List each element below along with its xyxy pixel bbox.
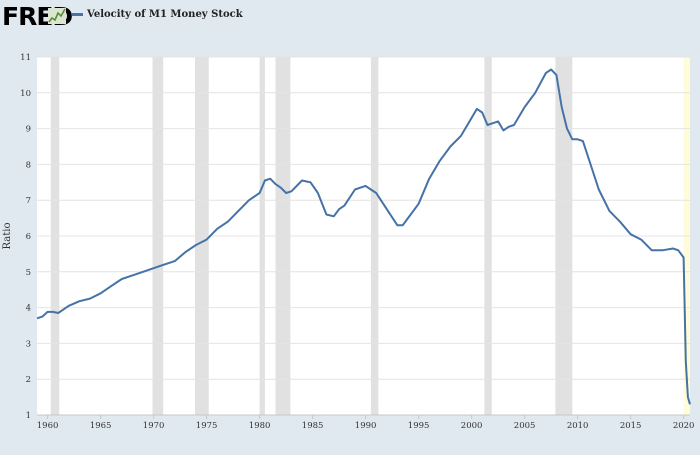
header: FRED Velocity of M1 Money Stock (0, 0, 700, 40)
x-tick-label-1960: 1960 (37, 421, 59, 431)
chart-legend: Velocity of M1 Money Stock (72, 9, 243, 20)
x-tick-label-2010: 2010 (567, 421, 589, 431)
y-tick-label-10: 10 (20, 89, 31, 99)
x-tick-label-1970: 1970 (143, 421, 165, 431)
x-tick-label-2005: 2005 (514, 421, 536, 431)
y-tick-label-1: 1 (26, 411, 31, 421)
axes: 1 2 3 4 5 6 7 8 9 10 11 1960 1965 1970 1975 1980 1985 199… (20, 53, 694, 431)
y-tick-label-6: 6 (26, 232, 31, 242)
y-tick-label-4: 4 (26, 304, 31, 314)
x-tick-label-1995: 1995 (408, 421, 430, 431)
legend-swatch (72, 13, 83, 16)
series-layer (36, 68, 691, 405)
gridlines (37, 56, 690, 416)
y-tick-label-2: 2 (26, 375, 31, 385)
x-tick-label-2000: 2000 (461, 421, 483, 431)
y-axis-label: Ratio (2, 223, 13, 250)
x-tick-label-1985: 1985 (302, 421, 324, 431)
x-tick-label-2020: 2020 (673, 421, 695, 431)
x-tick-label-1965: 1965 (90, 421, 112, 431)
chart-area: 1 2 3 4 5 6 7 8 9 10 11 1960 1965 1970 1975 1980 1985 199… (2, 53, 694, 431)
fred-graph-icon (48, 8, 66, 24)
x-tick-label-1975: 1975 (196, 421, 218, 431)
x-tick-label-2015: 2015 (620, 421, 642, 431)
x-tick-label-1980: 1980 (249, 421, 271, 431)
y-tick-label-9: 9 (26, 125, 31, 135)
x-tick-label-1990: 1990 (355, 421, 377, 431)
legend-label: Velocity of M1 Money Stock (87, 9, 243, 20)
series-line-0 (36, 68, 691, 405)
y-tick-label-5: 5 (26, 268, 31, 278)
y-tick-label-11: 11 (20, 53, 31, 63)
y-tick-label-8: 8 (26, 160, 31, 170)
y-tick-label-7: 7 (26, 196, 31, 206)
y-tick-label-3: 3 (26, 339, 31, 349)
